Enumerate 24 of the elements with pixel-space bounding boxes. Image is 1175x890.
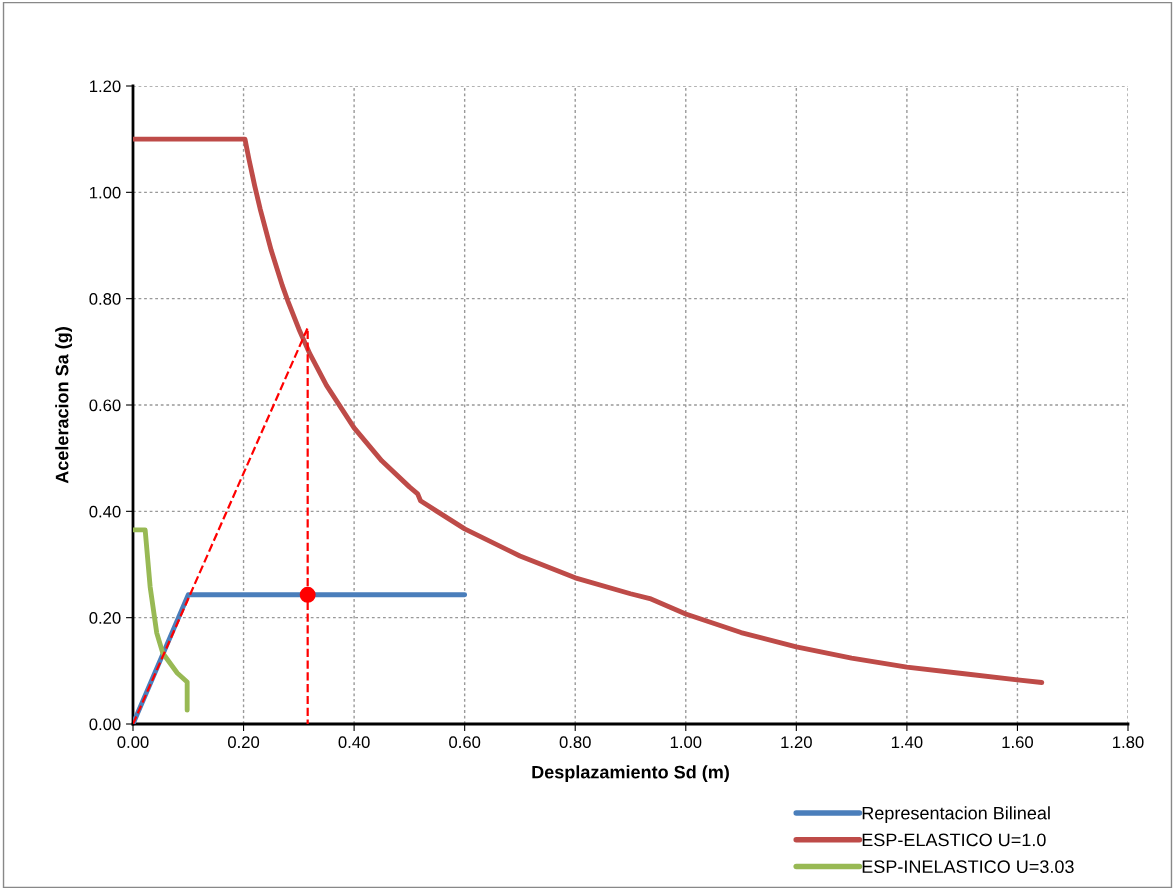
x-tick-label: 0.00 — [117, 736, 149, 749]
legend-label: Representacion Bilineal — [862, 806, 1050, 824]
y-tick-label: 0.40 — [89, 505, 121, 518]
y-axis-title: Aceleracion Sa (g) — [55, 327, 73, 484]
x-tick-label: 0.20 — [227, 736, 260, 749]
x-tick-label: 1.80 — [1113, 736, 1144, 749]
legend-label: ESP-INELASTICO U=3.03 — [862, 860, 1074, 874]
x-tick-label: 1.60 — [1002, 736, 1034, 749]
y-tick-label: 0.80 — [89, 293, 121, 305]
line-series — [133, 136, 1045, 685]
y-tick-label: 1.20 — [90, 80, 121, 93]
x-tick-label: 0.60 — [449, 736, 481, 749]
x-tick-label: 1.20 — [781, 736, 812, 749]
legend-label: ESP-ELASTICO U=1.0 — [862, 833, 1046, 847]
x-tick-label: 1.40 — [891, 736, 923, 749]
line-series — [133, 527, 190, 713]
x-axis-title: Desplazamiento Sd (m) — [532, 765, 729, 783]
x-tick-label: 0.80 — [559, 736, 591, 749]
y-tick-label: 0.00 — [89, 718, 121, 731]
y-tick-label: 0.20 — [89, 612, 121, 624]
x-tick-label: 0.40 — [338, 736, 370, 749]
y-tick-label: 1.00 — [90, 186, 121, 199]
x-tick-label: 1.00 — [670, 736, 702, 749]
y-tick-label: 0.60 — [89, 399, 121, 412]
